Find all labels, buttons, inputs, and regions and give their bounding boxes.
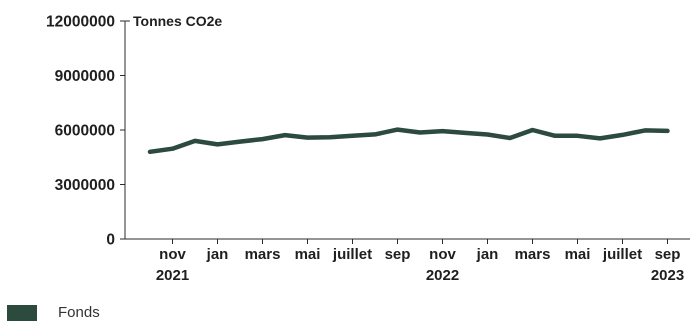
y-tick-label: 0 <box>106 232 115 249</box>
x-tick-year-label: 2023 <box>651 267 684 284</box>
x-tick-label: sep <box>655 246 681 263</box>
y-tick-label: 9000000 <box>55 68 115 85</box>
series-line-fonds <box>147 127 670 155</box>
x-tick-label: mars <box>515 246 551 263</box>
x-tick-label: nov <box>159 246 186 263</box>
x-tick-label: juillet <box>332 246 372 263</box>
x-tick-label: jan <box>476 246 499 263</box>
x-tick-label: sep <box>385 246 411 263</box>
y-tick-label: 12000000 <box>46 14 115 31</box>
x-tick-label: mai <box>295 246 321 263</box>
x-tick-label: juillet <box>602 246 642 263</box>
y-tick-label: 6000000 <box>55 123 115 140</box>
legend-label-fonds: Fonds <box>58 304 100 321</box>
x-tick-label: mai <box>565 246 591 263</box>
unit-label: Tonnes CO2e <box>133 13 222 29</box>
y-axis-ticks: 0 3000000 6000000 9000000 12000000 <box>46 14 125 249</box>
x-tick-label: nov <box>429 246 456 263</box>
legend-swatch-fonds <box>7 304 37 321</box>
line-chart: Tonnes CO2e 0 3000000 6000000 9000000 120000… <box>46 13 690 284</box>
x-tick-year-label: 2021 <box>156 267 189 284</box>
y-tick-label: 3000000 <box>55 177 115 194</box>
x-tick-year-label: 2022 <box>426 267 459 284</box>
x-tick-label: jan <box>206 246 229 263</box>
x-tick-label: mars <box>245 246 281 263</box>
legend: Fonds <box>7 304 100 321</box>
